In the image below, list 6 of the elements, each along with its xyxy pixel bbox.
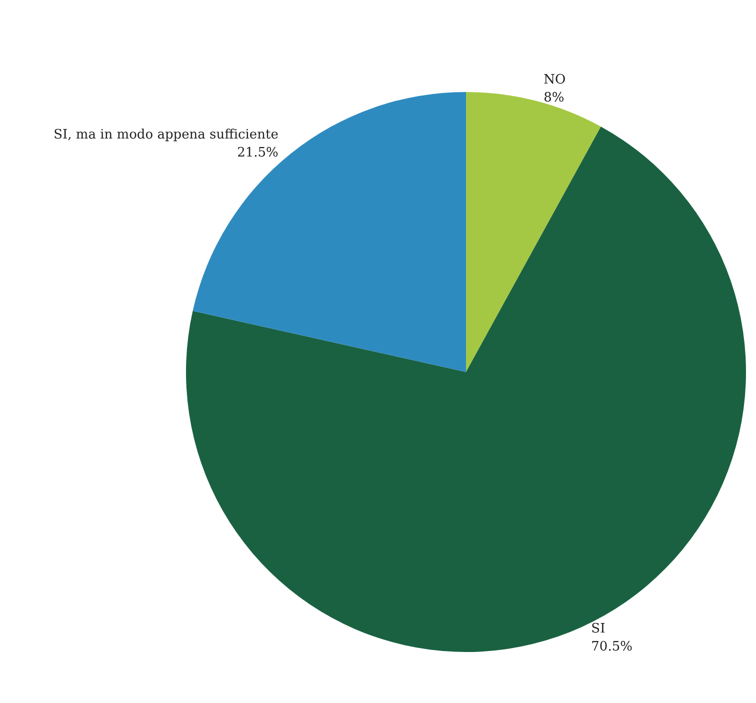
slice-label: SI (591, 622, 606, 637)
data-label: 70.5% (591, 640, 632, 655)
slice-label: SI, ma in modo appena sufficiente (54, 128, 279, 143)
slice-label: NO (544, 72, 566, 88)
data-label: 8% (544, 90, 564, 106)
data-label: 21.5% (237, 146, 278, 161)
